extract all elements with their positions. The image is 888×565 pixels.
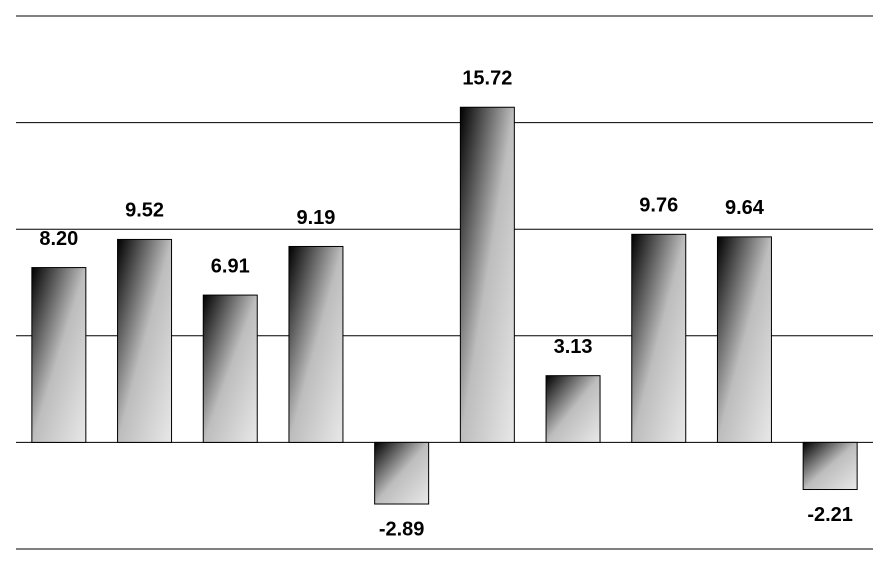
bar [802,441,858,491]
value-label: 9.52 [125,200,164,222]
bar [716,236,772,443]
value-label: 9.64 [725,197,765,219]
bar [631,233,687,443]
bar [117,238,173,443]
value-label: -2.89 [379,518,425,540]
value-label: 9.76 [639,195,678,217]
value-label: -2.21 [807,504,853,526]
value-label: 15.72 [462,68,512,90]
bar [288,245,344,443]
bar [374,441,430,505]
bar [459,106,515,443]
bar [545,375,601,443]
value-label: 3.13 [554,336,593,358]
value-label: 9.19 [296,207,335,229]
bar [202,294,258,443]
value-label: 6.91 [211,255,250,277]
value-label: 8.20 [39,228,78,250]
bar [31,267,87,443]
